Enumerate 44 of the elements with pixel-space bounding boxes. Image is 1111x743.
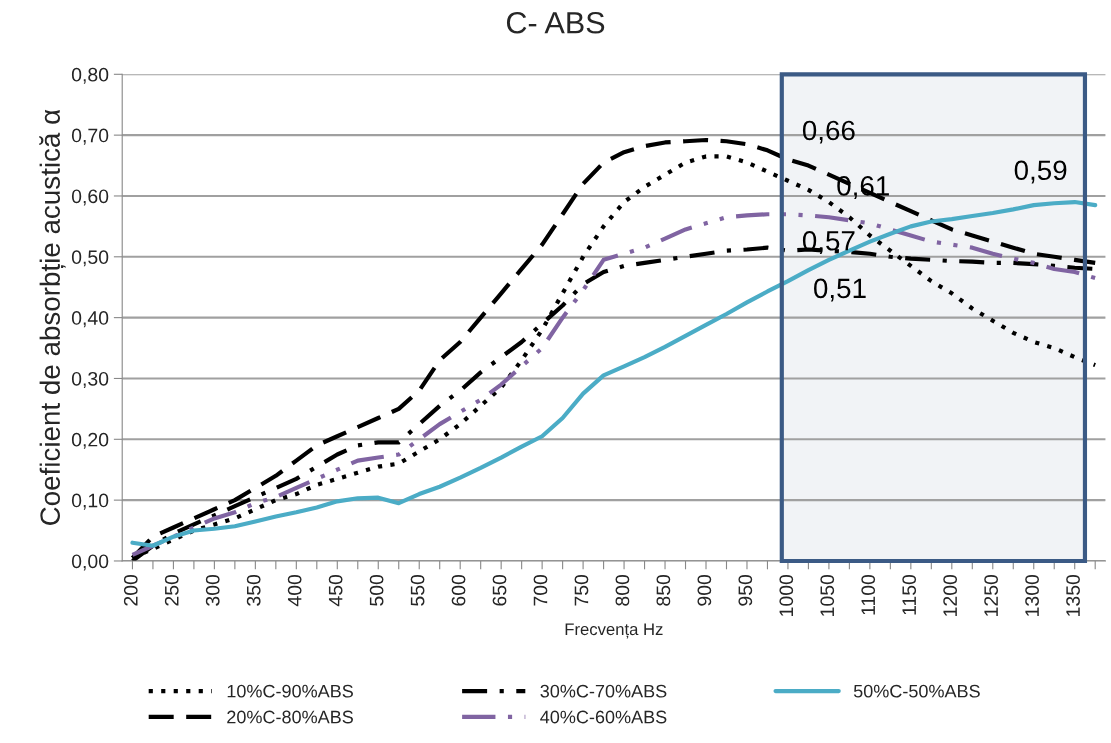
x-tick-label: 1200	[943, 574, 958, 616]
x-tick-label: 400	[287, 574, 302, 607]
legend-label: 40%C-60%ABS	[540, 710, 667, 724]
legend-label: 20%C-80%ABS	[227, 710, 353, 724]
y-tick-label: 0,20	[71, 432, 109, 449]
x-tick-label: 1350	[1066, 574, 1080, 616]
y-axis-title: Coeficient de absorbție acustică α	[39, 109, 66, 525]
x-tick-label: 500	[369, 574, 384, 606]
chart-title: C- ABS	[506, 11, 605, 34]
x-tick-label: 600	[451, 574, 466, 606]
y-tick-label: 0,70	[71, 128, 109, 145]
y-tick-label: 0,80	[71, 67, 109, 84]
data-label: 0,66	[802, 120, 855, 144]
x-tick-label: 1250	[984, 574, 998, 616]
x-axis-title: Frecvența Hz	[565, 623, 663, 639]
x-tick-label: 950	[738, 574, 753, 606]
data-label: 0,51	[814, 278, 866, 302]
x-tick-label: 1300	[1025, 574, 1039, 616]
y-tick-label: 0,40	[71, 311, 109, 328]
y-tick-label: 0,30	[71, 371, 109, 388]
x-tick-label: 450	[328, 574, 343, 607]
x-tick-label: 650	[492, 574, 507, 606]
y-tick-label: 0,50	[71, 250, 109, 267]
legend-label: 10%C-90%ABS	[227, 684, 353, 698]
x-tick-label: 750	[574, 574, 589, 606]
x-tick-label: 1050	[820, 574, 835, 616]
x-tick-label: 350	[246, 574, 261, 606]
x-tick-label: 1150	[902, 574, 917, 615]
x-tick-label: 800	[615, 574, 630, 606]
x-tick-label: 900	[697, 574, 712, 606]
x-tick-label: 200	[123, 574, 138, 606]
y-tick-label: 0,10	[71, 493, 109, 510]
x-tick-label: 850	[656, 574, 671, 606]
data-label: 0,59	[1014, 160, 1067, 184]
x-tick-label: 300	[205, 574, 220, 606]
y-tick-label: 0,00	[71, 554, 109, 571]
legend-label: 30%C-70%ABS	[540, 684, 667, 698]
x-tick-label: 1100	[861, 574, 876, 615]
x-tick-label: 1000	[779, 574, 794, 616]
y-tick-label: 0,60	[71, 189, 109, 206]
x-tick-label: 250	[164, 574, 179, 606]
x-tick-label: 550	[410, 574, 425, 606]
x-tick-label: 700	[533, 574, 548, 606]
legend-label: 50%C-50%ABS	[853, 684, 980, 698]
